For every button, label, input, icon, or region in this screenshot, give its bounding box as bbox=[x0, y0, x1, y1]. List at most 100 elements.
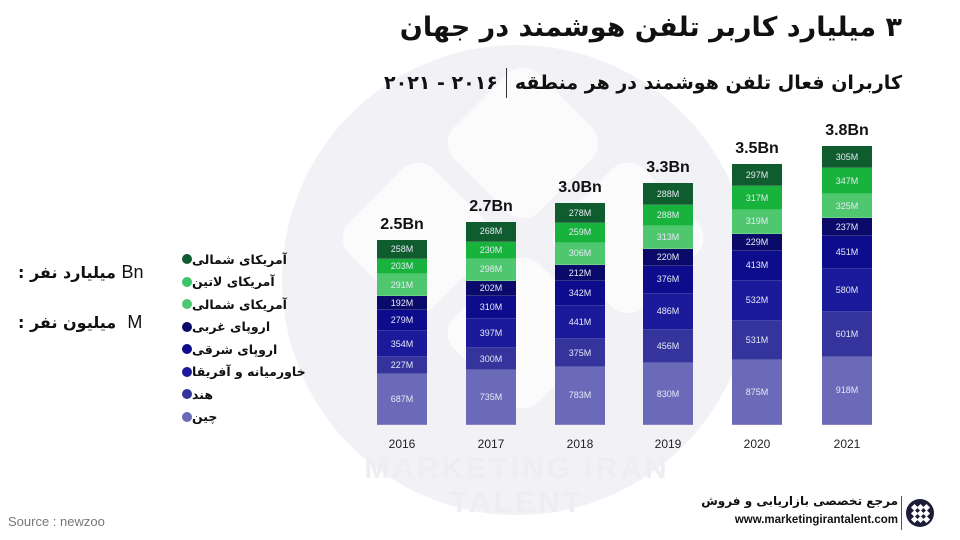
bar-segment: 486M bbox=[643, 293, 693, 330]
bar-segment: 325M bbox=[822, 194, 872, 219]
bar-2021: 305M 347M 325M 237M 451M 580M 601M 918M bbox=[822, 145, 872, 425]
bar-total-label: 2.7Bn bbox=[469, 197, 513, 215]
bar-segment: 306M bbox=[555, 242, 605, 266]
brand-divider bbox=[901, 496, 902, 530]
bar-segment: 580M bbox=[822, 269, 872, 313]
legend-label: آمریکای لاتین bbox=[192, 274, 275, 290]
legend-label: هند bbox=[192, 386, 213, 402]
bar-segment: 918M bbox=[822, 356, 872, 425]
legend-dot-icon bbox=[182, 321, 192, 332]
bar-segment: 532M bbox=[732, 281, 782, 321]
legend-dot-icon bbox=[182, 299, 192, 310]
bar-segment: 451M bbox=[822, 235, 872, 270]
unit-billion: Bn میلیارد نفر : bbox=[18, 262, 144, 283]
page-title: ۳ میلیارد کاربر تلفن هوشمند در جهان bbox=[399, 12, 902, 43]
bar-segment: 227M bbox=[377, 357, 427, 375]
bar-total-label: 3.0Bn bbox=[558, 178, 602, 196]
bar-segment: 375M bbox=[555, 339, 605, 367]
bar-segment: 203M bbox=[377, 259, 427, 275]
legend-dot-icon bbox=[182, 344, 192, 355]
bar-2020: 297M 317M 319M 229M 413M 532M 531M 875M bbox=[732, 164, 782, 425]
bar-segment: 291M bbox=[377, 274, 427, 297]
legend-item: اروپای شرقی bbox=[176, 338, 306, 361]
legend-dot-icon bbox=[182, 411, 192, 422]
bar-2016: 258M 203M 291M 192M 279M 354M 227M 687M bbox=[377, 240, 427, 425]
bar-segment: 456M bbox=[643, 329, 693, 364]
bar-total-label: 3.8Bn bbox=[825, 121, 869, 139]
bar-segment: 229M bbox=[732, 233, 782, 251]
legend-dot-icon bbox=[182, 366, 192, 377]
bar-segment: 875M bbox=[732, 360, 782, 425]
bar-segment: 278M bbox=[555, 202, 605, 224]
bar-segment: 297M bbox=[732, 164, 782, 187]
bar-segment: 300M bbox=[466, 348, 516, 371]
brand-tagline: مرجع تخصصی بازاریابی و فروش bbox=[701, 494, 898, 508]
chart-legend: آمریکای شمالی آمریکای لاتین آمریکای شمالی ا… bbox=[176, 248, 306, 428]
legend-item: اروپای غربی bbox=[176, 316, 306, 339]
brand-url[interactable]: www.marketingirantalent.com bbox=[734, 514, 898, 526]
legend-item: آمریکای لاتین bbox=[176, 271, 306, 294]
bar-segment: 237M bbox=[822, 218, 872, 236]
bar-segment: 397M bbox=[466, 318, 516, 349]
bar-segment: 319M bbox=[732, 209, 782, 234]
bar-segment: 192M bbox=[377, 296, 427, 311]
bar-segment: 288M bbox=[643, 183, 693, 205]
legend-label: چین bbox=[192, 409, 218, 425]
legend-item: آمریکای شمالی bbox=[176, 248, 306, 271]
bar-segment: 441M bbox=[555, 306, 605, 340]
subtitle-text: کاربران فعال تلفن هوشمند در هر منطقه bbox=[514, 72, 902, 94]
legend-label: آمریکای شمالی bbox=[192, 296, 287, 312]
bar-2017: 268M 230M 298M 202M 310M 397M 300M 735M bbox=[466, 221, 516, 425]
subtitle-period: ۲۰۱۶ - ۲۰۲۱ bbox=[384, 72, 498, 94]
bar-2018: 278M 259M 306M 212M 342M 441M 375M 783M bbox=[555, 202, 605, 425]
bar-segment: 268M bbox=[466, 221, 516, 242]
bar-segment: 279M bbox=[377, 310, 427, 331]
brand-block: مرجع تخصصی بازاریابی و فروش www.marketin… bbox=[701, 494, 898, 526]
bar-total-label: 3.5Bn bbox=[735, 140, 779, 158]
bar-segment: 310M bbox=[466, 295, 516, 319]
unit-million-label: میلیون نفر : bbox=[18, 313, 117, 332]
legend-item: هند bbox=[176, 383, 306, 406]
unit-million: M میلیون نفر : bbox=[18, 312, 142, 333]
x-axis-label: 2019 bbox=[654, 437, 682, 451]
legend-dot-icon bbox=[182, 389, 192, 400]
bar-segment: 313M bbox=[643, 226, 693, 250]
brand-logo-icon bbox=[906, 499, 934, 527]
bar-total-label: 3.3Bn bbox=[646, 159, 690, 177]
bar-segment: 347M bbox=[822, 168, 872, 195]
bar-segment: 258M bbox=[377, 240, 427, 260]
bar-segment: 317M bbox=[732, 186, 782, 210]
x-axis-label: 2018 bbox=[566, 437, 594, 451]
x-axis-label: 2017 bbox=[477, 437, 505, 451]
x-axis-label: 2020 bbox=[743, 437, 771, 451]
legend-dot-icon bbox=[182, 276, 192, 287]
bar-segment: 220M bbox=[643, 249, 693, 266]
unit-billion-label: میلیارد نفر : bbox=[18, 263, 116, 282]
bar-segment: 305M bbox=[822, 145, 872, 169]
bar-segment: 202M bbox=[466, 280, 516, 296]
subtitle-divider bbox=[505, 68, 507, 98]
unit-million-abbr: M bbox=[127, 312, 143, 332]
source-credit: Source : newzoo bbox=[8, 514, 105, 529]
bar-segment: 413M bbox=[732, 250, 782, 282]
unit-billion-abbr: Bn bbox=[121, 262, 144, 282]
legend-item: چین bbox=[176, 406, 306, 429]
bar-segment: 298M bbox=[466, 258, 516, 281]
x-axis-label: 2021 bbox=[833, 437, 861, 451]
bar-segment: 212M bbox=[555, 265, 605, 281]
legend-label: خاورمیانه و آفریقا bbox=[192, 364, 306, 380]
legend-dot-icon bbox=[182, 254, 192, 265]
legend-label: اروپای شرقی bbox=[192, 341, 278, 357]
legend-label: اروپای غربی bbox=[192, 319, 271, 335]
watermark-text: MARKETING IRAN TALENT bbox=[364, 452, 670, 519]
bar-segment: 735M bbox=[466, 370, 516, 425]
legend-item: آمریکای شمالی bbox=[176, 293, 306, 316]
legend-label: آمریکای شمالی bbox=[192, 251, 287, 267]
bar-segment: 376M bbox=[643, 265, 693, 294]
bar-total-label: 2.5Bn bbox=[380, 216, 424, 234]
bar-segment: 531M bbox=[732, 320, 782, 361]
bar-segment: 601M bbox=[822, 312, 872, 357]
bar-segment: 230M bbox=[466, 241, 516, 259]
x-axis-label: 2016 bbox=[388, 437, 416, 451]
bar-segment: 288M bbox=[643, 204, 693, 227]
